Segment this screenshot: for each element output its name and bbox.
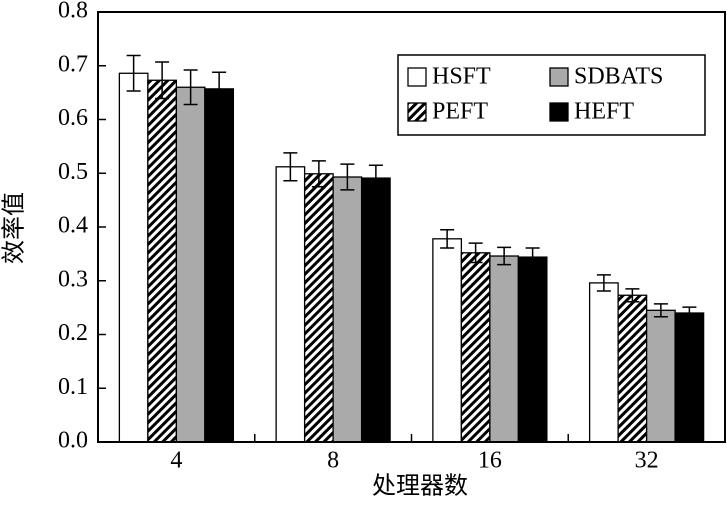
legend-swatch xyxy=(549,102,569,122)
error-bar xyxy=(525,247,540,267)
x-tick-label: 16 xyxy=(478,448,502,474)
y-tick-label: 0.3 xyxy=(58,266,88,292)
error-bar xyxy=(440,228,455,249)
bar xyxy=(674,312,705,443)
legend-swatch xyxy=(407,102,427,122)
error-bar xyxy=(340,163,355,191)
error-bar xyxy=(126,54,141,92)
y-tick-label: 0.7 xyxy=(58,51,88,77)
bar xyxy=(147,79,178,443)
error-bar xyxy=(497,246,512,266)
legend-swatch xyxy=(549,67,569,87)
y-tick-label: 0.1 xyxy=(58,374,88,400)
y-axis-label: 效率值 xyxy=(1,192,28,264)
y-tick-label: 0.5 xyxy=(58,159,88,185)
y-tick-label: 0.0 xyxy=(58,428,88,454)
y-tick-label: 0.4 xyxy=(58,213,88,239)
x-axis-label: 处理器数 xyxy=(372,473,468,500)
bar xyxy=(303,173,334,443)
x-tick-label: 32 xyxy=(635,448,659,474)
bar xyxy=(588,282,619,443)
error-bar xyxy=(283,152,298,182)
bar xyxy=(517,256,548,443)
x-tick-label: 4 xyxy=(170,448,182,474)
plot-frame xyxy=(97,11,726,443)
bar xyxy=(460,252,491,443)
bar xyxy=(432,238,463,443)
error-bar xyxy=(155,61,170,100)
y-tick-label: 0.8 xyxy=(58,0,88,24)
bar xyxy=(118,72,149,443)
bar xyxy=(489,255,520,443)
bar xyxy=(617,294,648,443)
bar xyxy=(175,86,206,443)
y-tick-label: 0.2 xyxy=(58,320,88,346)
legend-label: SDBATS xyxy=(574,64,663,90)
legend-swatch xyxy=(407,67,427,87)
error-bar xyxy=(468,242,483,264)
bar xyxy=(275,166,306,443)
error-bar xyxy=(625,288,640,303)
legend-label: HSFT xyxy=(432,64,491,90)
error-bar xyxy=(596,274,611,292)
error-bar xyxy=(653,303,668,318)
legend-label: HEFT xyxy=(574,99,634,125)
bar xyxy=(204,88,235,443)
legend-label: PEFT xyxy=(432,99,488,125)
bar xyxy=(360,177,391,443)
error-bar xyxy=(212,71,227,107)
y-tick-label: 0.6 xyxy=(58,105,88,131)
x-tick-label: 8 xyxy=(327,448,339,474)
bar xyxy=(645,309,676,443)
error-bar xyxy=(183,69,198,106)
bar xyxy=(332,176,363,443)
error-bar xyxy=(368,164,383,192)
error-bar xyxy=(682,306,697,320)
error-bar xyxy=(311,160,326,188)
